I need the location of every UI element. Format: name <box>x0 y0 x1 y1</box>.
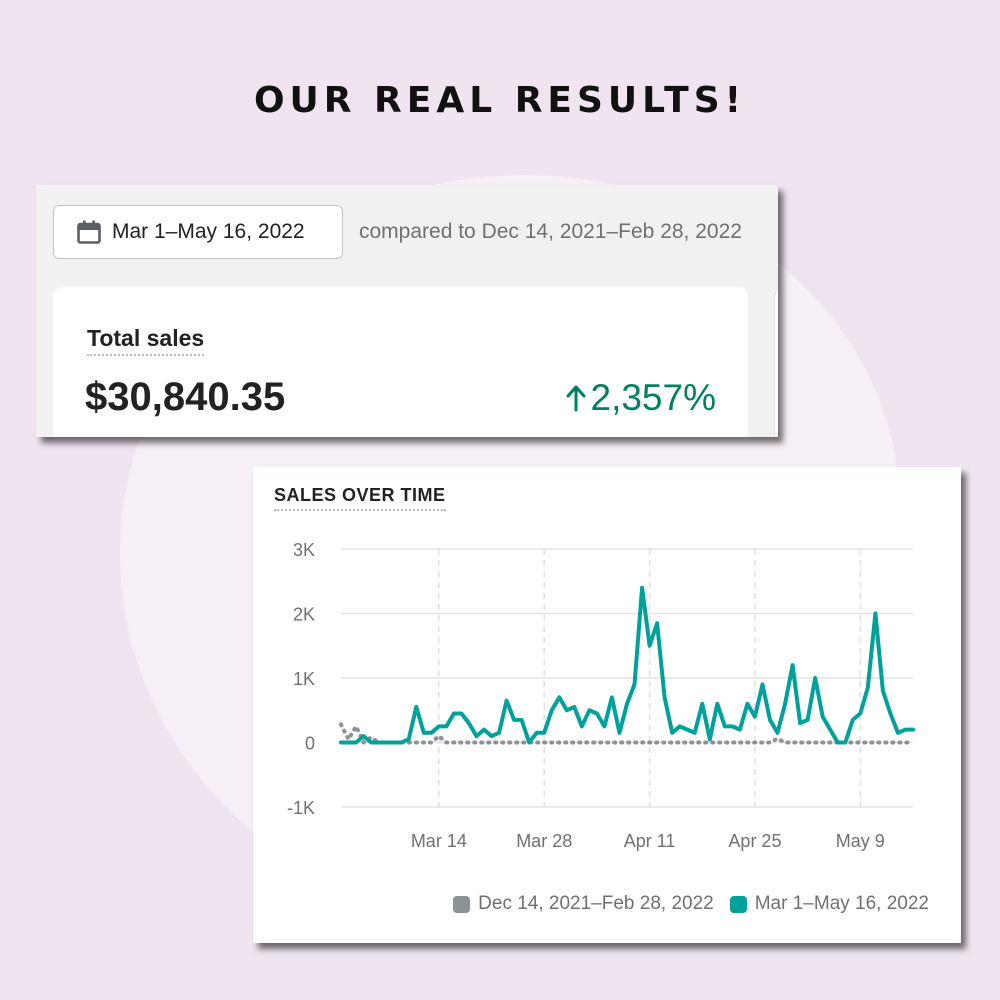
date-range-label: Mar 1–May 16, 2022 <box>112 220 305 243</box>
y-tick-label: 2K <box>293 605 315 625</box>
legend-swatch-previous <box>453 895 471 913</box>
series-line-previous-period <box>339 722 915 745</box>
legend-item-previous[interactable]: Dec 14, 2021–Feb 28, 2022 <box>453 893 714 915</box>
series-line-current-period <box>339 585 915 745</box>
sales-change-value: 2,357% <box>590 377 717 418</box>
sales-summary-card: Mar 1–May 16, 2022 compared to Dec 14, 2… <box>36 185 778 437</box>
total-sales-panel[interactable]: Total sales $30,840.35 2,357% <box>53 287 748 437</box>
date-range-button[interactable]: Mar 1–May 16, 2022 <box>53 205 343 259</box>
arrow-up-icon <box>566 385 585 412</box>
legend-item-current[interactable]: Mar 1–May 16, 2022 <box>729 893 929 915</box>
chart-legend: Dec 14, 2021–Feb 28, 2022 Mar 1–May 16, … <box>437 893 929 915</box>
y-tick-label: 0 <box>305 734 315 754</box>
x-tick-label: Mar 14 <box>411 831 467 851</box>
legend-label-current: Mar 1–May 16, 2022 <box>754 893 929 914</box>
x-tick-label: May 9 <box>836 831 885 851</box>
sales-change-indicator: 2,357% <box>565 377 717 419</box>
total-sales-label[interactable]: Total sales <box>87 325 205 356</box>
page-headline: OUR REAL RESULTS! <box>253 80 747 121</box>
legend-label-previous: Dec 14, 2021–Feb 28, 2022 <box>478 893 714 914</box>
calendar-icon <box>77 220 101 244</box>
x-tick-label: Mar 28 <box>516 831 572 851</box>
x-tick-label: Apr 25 <box>728 831 781 851</box>
comparison-period-text: compared to Dec 14, 2021–Feb 28, 2022 <box>359 220 742 243</box>
y-tick-label: 3K <box>293 540 315 560</box>
y-tick-label: -1K <box>287 798 315 818</box>
next-metric-panel <box>774 287 778 437</box>
chart-title[interactable]: SALES OVER TIME <box>274 485 446 511</box>
sales-line-chart: 3K 2K 1K 0 -1K Mar 14 Mar 28 Apr 11 Apr 25 May 9 <box>287 540 915 851</box>
legend-swatch-current <box>729 895 747 913</box>
y-tick-label: 1K <box>293 669 315 689</box>
total-sales-value: $30,840.35 <box>85 375 286 419</box>
x-tick-label: Apr 11 <box>624 831 676 851</box>
sales-over-time-card: SALES OVER TIME 3K 2K 1K 0 -1K Mar 14 Mar 28 Ap… <box>253 467 961 943</box>
